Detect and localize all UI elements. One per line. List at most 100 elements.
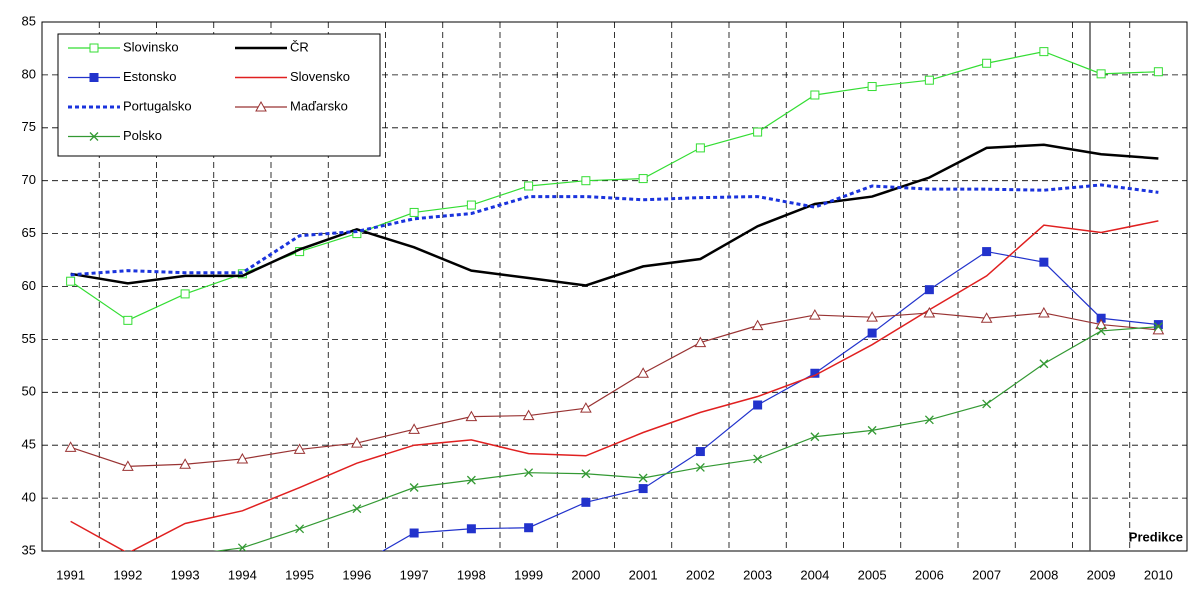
y-tick-label: 60 [22, 278, 36, 293]
series-line [70, 143, 1159, 287]
marker [982, 58, 992, 68]
marker [923, 306, 936, 318]
marker [982, 399, 992, 409]
marker [867, 82, 877, 92]
marker [695, 143, 705, 153]
annotation: Predikce [1129, 529, 1183, 544]
x-tick-label: 1998 [457, 567, 486, 582]
marker [980, 312, 993, 323]
series-line [70, 312, 1159, 467]
marker [866, 311, 878, 322]
marker [1039, 257, 1049, 267]
y-tick-label: 45 [22, 437, 36, 452]
legend-box [57, 33, 381, 157]
series-line [70, 183, 1159, 277]
marker [64, 441, 77, 452]
marker [293, 443, 306, 454]
marker [408, 423, 420, 434]
x-tick-label: 2001 [629, 567, 658, 582]
y-tick-label: 35 [22, 542, 36, 557]
marker [637, 367, 649, 378]
marker [695, 447, 705, 457]
y-tick-label: 80 [22, 66, 36, 81]
marker [751, 319, 764, 331]
y-tick-label: 85 [22, 13, 36, 28]
marker [581, 497, 591, 507]
marker [753, 454, 763, 464]
legend-label: Maďarsko [290, 98, 348, 113]
marker [753, 127, 763, 137]
marker [1153, 67, 1163, 77]
x-tick-label: 2004 [800, 567, 829, 582]
x-tick-label: 2005 [858, 567, 887, 582]
y-tick-label: 40 [22, 490, 36, 505]
marker [1096, 69, 1106, 79]
marker [466, 524, 476, 534]
marker [295, 524, 305, 534]
marker [638, 473, 648, 483]
marker [810, 90, 820, 100]
marker [181, 550, 189, 551]
marker [924, 75, 934, 85]
legend-label: Polsko [123, 128, 162, 143]
marker [581, 176, 591, 186]
marker [982, 247, 992, 257]
legend-label: Estonsko [123, 69, 176, 84]
y-tick-label: 55 [22, 331, 36, 346]
x-tick-label: 1996 [342, 567, 371, 582]
marker [580, 402, 592, 413]
y-tick-label: 75 [22, 119, 36, 134]
x-tick-label: 2010 [1144, 567, 1173, 582]
series-line [213, 326, 1159, 551]
x-tick-label: 2009 [1087, 567, 1116, 582]
legend-marker [255, 100, 267, 112]
marker [524, 468, 534, 478]
series-line [70, 51, 1159, 322]
series-line [70, 220, 1159, 551]
x-tick-label: 1991 [56, 567, 85, 582]
legend-label: Slovensko [290, 69, 350, 84]
legend-marker [89, 43, 99, 53]
marker [1038, 306, 1050, 318]
marker [409, 483, 419, 492]
marker [867, 425, 877, 435]
x-tick-label: 2002 [686, 567, 715, 582]
marker [1039, 47, 1049, 57]
marker [122, 460, 134, 471]
marker [810, 432, 820, 442]
y-tick-label: 65 [22, 225, 36, 240]
marker [753, 400, 763, 410]
marker [466, 475, 476, 485]
marker [352, 504, 362, 514]
marker [123, 315, 133, 325]
marker [694, 336, 707, 348]
marker [237, 543, 247, 551]
x-tick-label: 1992 [113, 567, 142, 582]
marker [695, 462, 705, 472]
x-tick-label: 1994 [228, 567, 257, 582]
marker [409, 528, 419, 538]
x-tick-label: 2000 [571, 567, 600, 582]
legend-label: Portugalsko [123, 98, 192, 113]
marker [409, 207, 419, 217]
x-tick-label: 1993 [171, 567, 200, 582]
marker [524, 181, 534, 191]
marker [809, 309, 821, 320]
marker [924, 285, 934, 295]
marker [236, 452, 249, 464]
marker [638, 484, 648, 494]
marker [1096, 326, 1106, 336]
marker [867, 328, 877, 338]
marker [522, 409, 535, 421]
legend-marker [89, 73, 99, 82]
marker [465, 410, 478, 422]
x-tick-label: 1995 [285, 567, 314, 582]
y-tick-label: 50 [22, 384, 36, 399]
y-tick-label: 70 [22, 172, 36, 187]
legend-marker [89, 132, 99, 141]
marker [179, 458, 191, 469]
marker [581, 469, 591, 479]
x-tick-label: 1997 [400, 567, 429, 582]
x-tick-label: 1999 [514, 567, 543, 582]
